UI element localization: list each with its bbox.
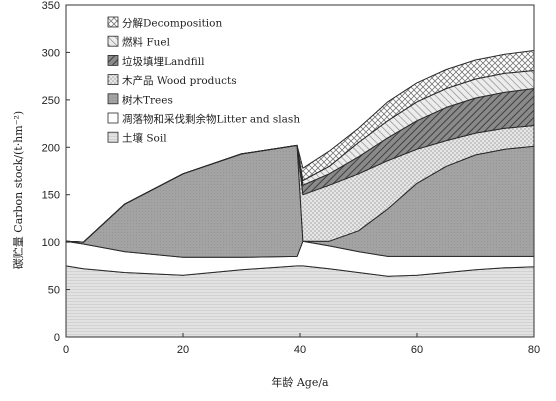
x-tick-label: 20	[177, 344, 189, 356]
y-tick-label: 50	[48, 285, 60, 297]
y-tick-label: 200	[42, 142, 60, 154]
x-tick-label: 0	[63, 344, 69, 356]
legend-label-soil: 土壤 Soil	[122, 132, 167, 145]
legend-swatch-landfill	[107, 55, 119, 66]
legend-swatch-decomposition	[107, 16, 119, 28]
x-tick-label: 60	[411, 344, 423, 356]
y-tick-label: 350	[42, 0, 60, 12]
x-axis-title: 年龄 Age/a	[271, 375, 329, 389]
legend-swatch-soil	[107, 131, 119, 143]
y-tick-label: 150	[42, 190, 60, 202]
legend-label-wood-products: 木产品 Wood products	[122, 74, 237, 87]
legend-label-landfill: 垃圾填埋Landfill	[122, 55, 205, 68]
legend: 分解Decomposition 燃料 Fuel 垃圾填埋Landfill 木产品 Wo…	[107, 16, 300, 145]
legend-swatch-wood-products	[107, 74, 119, 85]
legend-label-decomposition: 分解Decomposition	[122, 17, 222, 30]
legend-swatch-litter	[107, 112, 119, 124]
legend-label-fuel: 燃料 Fuel	[122, 36, 171, 49]
stacked-areas	[65, 50, 535, 338]
axes: 0 50 100 150 200 250 300 350 0 20 40 60 80	[42, 0, 540, 356]
legend-swatch-fuel	[107, 35, 119, 47]
y-tick-label: 250	[42, 95, 60, 107]
x-tick-label: 80	[528, 344, 540, 356]
x-tick-label: 40	[294, 344, 306, 356]
area-soil	[65, 265, 535, 338]
y-tick-label: 100	[42, 237, 60, 249]
y-tick-label: 0	[54, 332, 60, 344]
y-tick-label: 300	[42, 47, 60, 59]
legend-label-trees: 树木Trees	[122, 93, 173, 106]
legend-label-litter: 凋落物和采伐剩余物Litter and slash	[122, 113, 300, 126]
y-axis-title: 碳贮量 Carbon stock/(t·hm⁻²)	[11, 111, 25, 269]
legend-swatch-trees	[107, 93, 119, 105]
